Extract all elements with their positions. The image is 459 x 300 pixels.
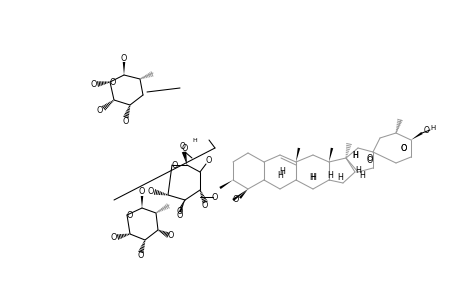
Polygon shape xyxy=(410,132,422,140)
Text: O: O xyxy=(179,142,185,151)
Text: O: O xyxy=(176,208,183,217)
Text: H: H xyxy=(326,172,332,181)
Text: O: O xyxy=(168,232,174,241)
Text: O: O xyxy=(110,77,116,86)
Text: O: O xyxy=(366,155,372,164)
Polygon shape xyxy=(140,196,143,208)
Text: O: O xyxy=(181,143,188,152)
Text: O: O xyxy=(400,143,406,152)
Polygon shape xyxy=(123,62,125,75)
Text: O: O xyxy=(139,188,145,196)
Polygon shape xyxy=(295,148,300,162)
Polygon shape xyxy=(239,189,247,199)
Text: O: O xyxy=(96,106,103,115)
Polygon shape xyxy=(179,200,185,212)
Text: H: H xyxy=(192,137,197,142)
Polygon shape xyxy=(328,148,332,162)
Polygon shape xyxy=(181,152,187,165)
Text: H: H xyxy=(279,167,284,176)
Text: O: O xyxy=(366,154,372,163)
Text: O: O xyxy=(202,202,208,211)
Text: H: H xyxy=(358,170,364,179)
Text: H: H xyxy=(430,125,435,131)
Text: O: O xyxy=(172,160,178,169)
Text: O: O xyxy=(90,80,97,88)
Text: O: O xyxy=(176,212,183,220)
Text: O: O xyxy=(232,196,239,205)
Text: O: O xyxy=(111,232,117,242)
Text: H: H xyxy=(276,170,282,179)
Text: O: O xyxy=(400,143,406,152)
Text: H: H xyxy=(354,166,360,175)
Text: O: O xyxy=(121,53,127,62)
Text: O: O xyxy=(127,211,133,220)
Text: H: H xyxy=(351,151,357,160)
Text: O: O xyxy=(211,193,218,202)
Text: H: H xyxy=(308,173,314,182)
Polygon shape xyxy=(183,152,187,165)
Text: O: O xyxy=(205,155,212,164)
Text: O: O xyxy=(138,251,144,260)
Text: H: H xyxy=(336,172,342,182)
Text: O: O xyxy=(123,116,129,125)
Text: O: O xyxy=(147,187,154,196)
Text: H: H xyxy=(309,173,315,182)
Polygon shape xyxy=(219,180,233,189)
Text: H: H xyxy=(351,151,357,160)
Polygon shape xyxy=(232,189,247,201)
Text: O: O xyxy=(423,125,429,134)
